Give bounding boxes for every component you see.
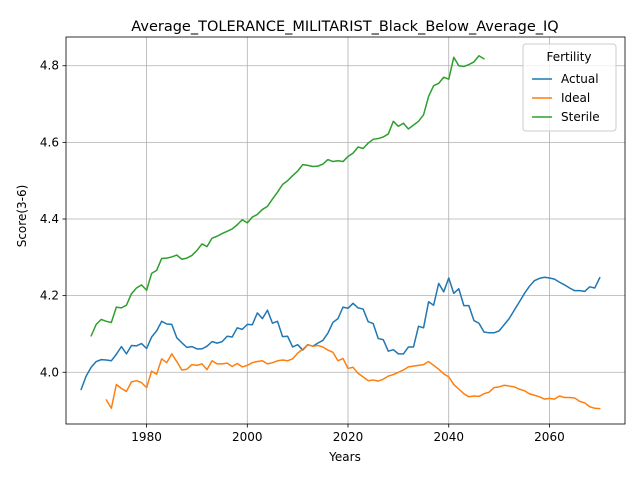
series-layer	[80, 55, 601, 410]
legend-label-actual: Actual	[561, 72, 599, 86]
x-tick-label: 1980	[131, 430, 162, 444]
x-tick-label: 2020	[333, 430, 364, 444]
legend-title: Fertility	[546, 50, 591, 64]
plot-frame	[65, 36, 626, 425]
x-tick-label: 2060	[534, 430, 565, 444]
y-tick-label: 4.6	[40, 135, 59, 149]
legend-box	[522, 43, 617, 132]
legend-entries: Actual Ideal Sterile	[532, 72, 600, 124]
series-line-sterile	[90, 55, 485, 337]
y-axis-label: Score(3-6)	[15, 185, 29, 248]
axes: 1980 2000 2020 2040 2060 4.0 4.2 4.4 4.6 4.8	[40, 59, 565, 444]
legend: Fertility Actual Ideal Sterile	[522, 43, 617, 132]
x-tick-label: 2040	[433, 430, 464, 444]
legend-label-ideal: Ideal	[561, 91, 590, 105]
x-tick-label: 2000	[232, 430, 263, 444]
x-axis-label: Years	[328, 450, 361, 464]
series-line-actual	[80, 276, 601, 391]
y-tick-label: 4.0	[40, 365, 59, 379]
legend-label-sterile: Sterile	[561, 110, 600, 124]
y-tick-label: 4.8	[40, 59, 59, 73]
chart-title: Average_TOLERANCE_MILITARIST_Black_Below…	[131, 19, 558, 35]
y-tick-label: 4.2	[40, 289, 59, 303]
series-line-ideal	[105, 343, 601, 410]
y-tick-label: 4.4	[40, 212, 59, 226]
